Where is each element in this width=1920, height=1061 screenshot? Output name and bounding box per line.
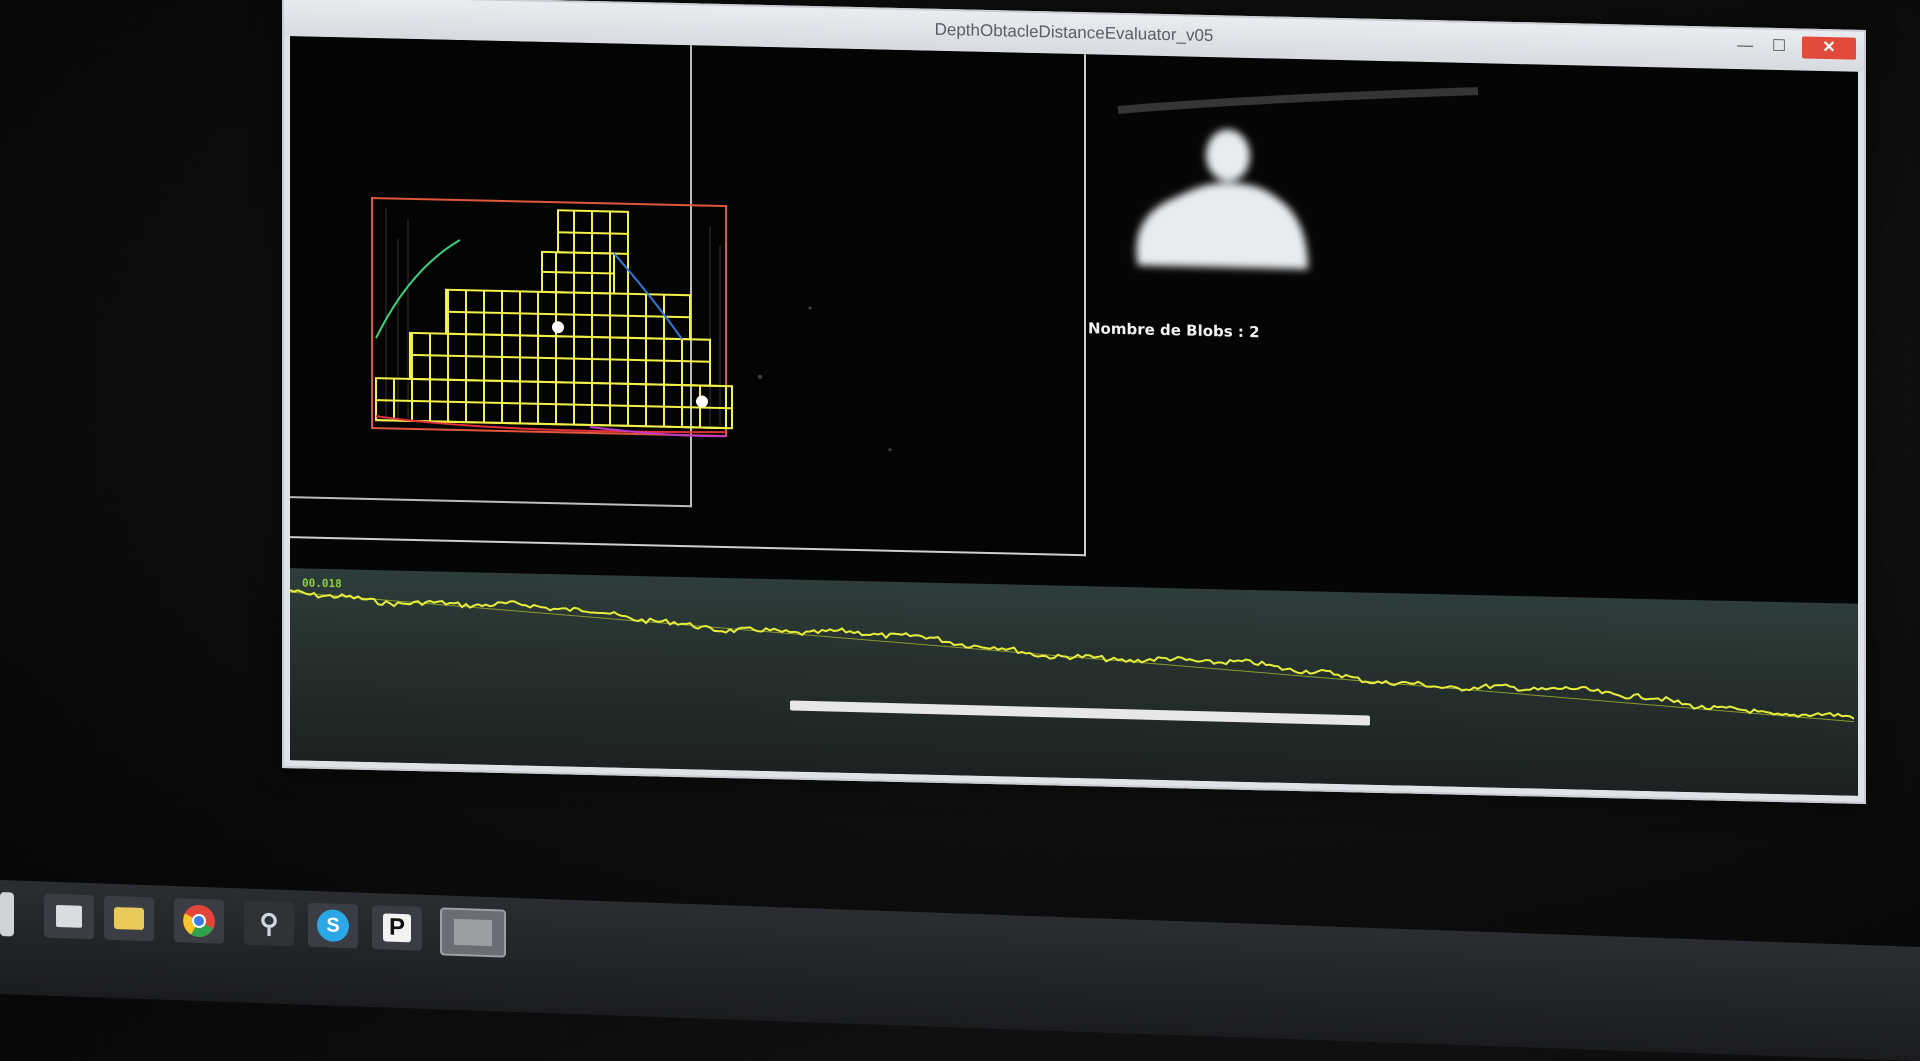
signal-line bbox=[290, 589, 1854, 720]
blob-noise-streak bbox=[1117, 87, 1479, 114]
active-app-icon[interactable] bbox=[440, 907, 506, 958]
contour-red bbox=[375, 415, 727, 434]
minimize-button[interactable]: — bbox=[1737, 37, 1753, 55]
depth-view-panel bbox=[290, 36, 1086, 557]
desktop-icon[interactable] bbox=[44, 893, 94, 940]
blob-grid-overlay bbox=[371, 197, 892, 452]
contour-green bbox=[375, 239, 461, 339]
p-app-icon[interactable]: P bbox=[372, 904, 422, 951]
client-area: Nombre de Blobs : 2 00.018 bbox=[290, 36, 1858, 796]
trend-line bbox=[290, 591, 1854, 723]
taskbar: ⚲ P bbox=[0, 880, 1920, 1061]
start-icon[interactable] bbox=[0, 892, 14, 937]
signal-graph-panel: 00.018 bbox=[290, 568, 1858, 796]
blob-count-label: Nombre de Blobs : 2 bbox=[1088, 319, 1260, 342]
chrome-icon[interactable] bbox=[174, 898, 224, 944]
bounding-box bbox=[371, 197, 727, 438]
close-button[interactable]: ✕ bbox=[1802, 36, 1856, 60]
skype-icon[interactable] bbox=[308, 902, 358, 949]
blob-silhouette-image bbox=[1136, 129, 1308, 270]
tool-icon[interactable]: ⚲ bbox=[244, 900, 294, 947]
file-explorer-icon[interactable] bbox=[104, 895, 154, 942]
depth-streaks bbox=[385, 208, 721, 426]
centroid-marker bbox=[696, 395, 708, 408]
maximize-button[interactable]: ☐ bbox=[1771, 37, 1787, 56]
app-window: DepthObtacleDistanceEvaluator_v05 — ☐ ✕ bbox=[282, 0, 1866, 804]
blob-panel: Nombre de Blobs : 2 bbox=[1088, 54, 1858, 631]
signal-graph bbox=[290, 589, 1854, 723]
contour-blue bbox=[613, 252, 683, 340]
contour-magenta bbox=[589, 425, 727, 438]
centroid-marker bbox=[552, 321, 564, 334]
silhouette-grid bbox=[375, 209, 733, 430]
depth-noise bbox=[758, 306, 892, 452]
